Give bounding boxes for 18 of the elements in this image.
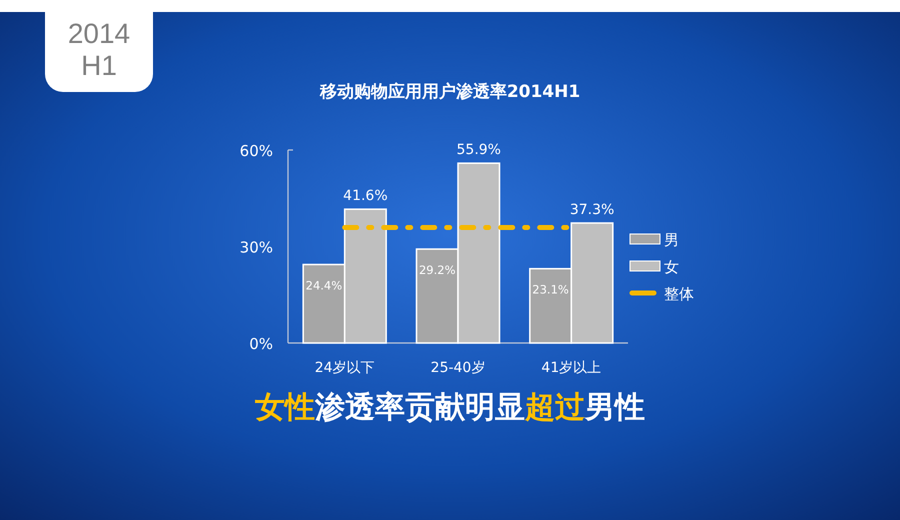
data-label: 24.4% [306,278,342,293]
data-label: 41.6% [343,188,388,204]
data-label: 23.1% [532,282,569,297]
legend-label: 男 [664,231,679,249]
legend-label: 女 [664,258,679,276]
legend-label: 整体 [664,285,694,303]
text: 女性渗透率贡献明显超过男性 [254,390,645,425]
y-tick-label: 60% [240,142,273,160]
data-label: 29.2% [418,263,456,278]
x-tick-label: 25-40岁 [430,360,486,376]
data-label: 55.9% [456,142,501,158]
text: 2014 H1 [45,12,153,92]
y-tick-label: 30% [240,238,273,256]
x-tick-label: 41岁以上 [541,360,602,376]
chart-title: 移动购物应用用户渗透率2014H1 [318,82,580,102]
y-tick-label: 0% [249,335,273,353]
x-tick-label: 24岁以下 [314,360,375,376]
data-label: 37.3% [570,202,614,218]
